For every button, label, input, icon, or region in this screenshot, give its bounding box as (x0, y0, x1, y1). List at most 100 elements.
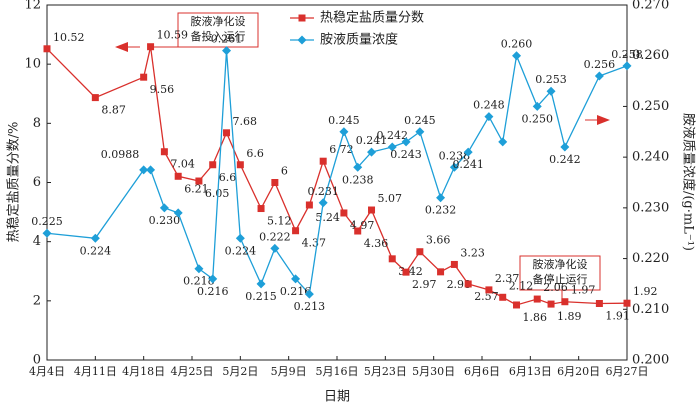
y-tick-label: 8 (33, 116, 41, 131)
value-label: 0.222 (259, 230, 291, 243)
y2-tick-label: 0.250 (632, 99, 669, 114)
marker (512, 51, 522, 61)
value-label: 0.261 (211, 33, 243, 46)
y2-tick-label: 0.200 (632, 353, 669, 368)
value-label: 0.260 (501, 38, 533, 51)
marker (353, 162, 363, 172)
marker (595, 299, 603, 307)
marker (209, 161, 217, 169)
value-label: 0.231 (307, 185, 339, 198)
arrow-left (115, 42, 128, 52)
value-label: 0.215 (245, 290, 277, 303)
value-label: 3.23 (460, 246, 485, 259)
value-label: 0.232 (425, 204, 457, 217)
value-label: 5.12 (267, 215, 292, 228)
value-label: 0.218 (183, 275, 215, 288)
y2-axis-label: 胺液质量浓度/(g·mL⁻¹) (681, 113, 697, 251)
x-tick-label: 5月30日 (412, 365, 455, 378)
marker (292, 227, 300, 235)
marker (339, 127, 349, 137)
value-label: 0.225 (31, 215, 63, 228)
marker (354, 227, 362, 235)
marker (415, 127, 425, 137)
value-label: 3.66 (426, 234, 451, 247)
marker (173, 208, 183, 218)
annotation-box (177, 12, 259, 48)
value-label: 0.241 (452, 158, 484, 171)
marker (622, 61, 632, 71)
value-label: 9.56 (150, 83, 175, 96)
value-label: 1.91 (605, 309, 630, 322)
value-label: 2.97 (412, 278, 437, 291)
marker (561, 298, 569, 306)
marker (499, 293, 507, 301)
marker (594, 71, 604, 81)
y2-tick-label: 0.270 (632, 0, 669, 13)
value-label: 6.21 (184, 182, 209, 195)
annotation-text: 胺液净化设 (533, 257, 588, 271)
value-label: 10.52 (53, 31, 85, 44)
value-label: 0.241 (356, 134, 388, 147)
y2-tick-label: 0.210 (632, 302, 669, 317)
marker (436, 193, 446, 203)
x-tick-label: 4月18日 (122, 365, 165, 378)
marker (43, 45, 51, 53)
marker (159, 203, 169, 213)
value-label: 0.258 (611, 48, 643, 61)
value-label: 5.24 (315, 211, 340, 224)
marker (623, 299, 631, 307)
marker (318, 198, 328, 208)
y2-tick-label: 0.260 (632, 48, 669, 63)
value-label: 7.04 (170, 158, 195, 171)
value-label: 0.242 (549, 153, 581, 166)
value-label: 0.242 (376, 129, 408, 142)
marker (208, 274, 218, 284)
y-tick-label: 2 (33, 293, 41, 308)
value-label: 1.92 (633, 285, 658, 298)
value-label: 2.06 (543, 281, 568, 294)
marker (235, 233, 245, 243)
marker (236, 161, 244, 169)
marker (340, 209, 348, 217)
x-tick-label: 4月11日 (74, 365, 117, 378)
marker (387, 142, 397, 152)
marker (463, 147, 473, 157)
marker (532, 101, 542, 111)
value-label: 2.37 (495, 272, 520, 285)
x-tick-label: 6月27日 (606, 365, 649, 378)
marker (304, 289, 314, 299)
y2-tick-label: 0.240 (632, 150, 669, 165)
marker (257, 205, 265, 213)
value-label: 0.248 (473, 99, 505, 112)
x-tick-label: 5月16日 (316, 365, 359, 378)
value-label: 6.6 (246, 147, 263, 160)
y-tick-label: 4 (33, 234, 41, 249)
marker (416, 248, 424, 256)
marker (42, 228, 52, 238)
marker (485, 286, 493, 294)
x-axis-label: 日期 (324, 390, 350, 405)
series-line (46, 50, 628, 296)
x-tick-label: 5月23日 (364, 365, 407, 378)
marker (90, 233, 100, 243)
annotation-text: 0.0988 (101, 148, 140, 161)
annotation-text: 备停止运行 (533, 272, 588, 286)
value-label: 5.07 (378, 192, 403, 205)
value-label: 8.87 (101, 104, 126, 117)
value-label: 2.12 (509, 279, 534, 292)
y-axis-label: 热稳定盐质量分数/% (6, 122, 22, 243)
value-label: 0.256 (584, 58, 616, 71)
annotation-text: 胺液净化设 (191, 14, 246, 28)
marker (256, 279, 266, 289)
legend-label: 胺液质量浓度 (320, 32, 398, 48)
marker (291, 274, 301, 284)
value-label: 3.42 (398, 265, 423, 278)
marker (449, 162, 459, 172)
marker (222, 46, 232, 56)
value-label: 4.36 (364, 237, 389, 250)
value-label: 0.245 (328, 114, 360, 127)
value-label: 0.224 (225, 244, 257, 257)
value-label: 4.97 (350, 219, 375, 232)
value-label: 1.89 (557, 310, 582, 323)
